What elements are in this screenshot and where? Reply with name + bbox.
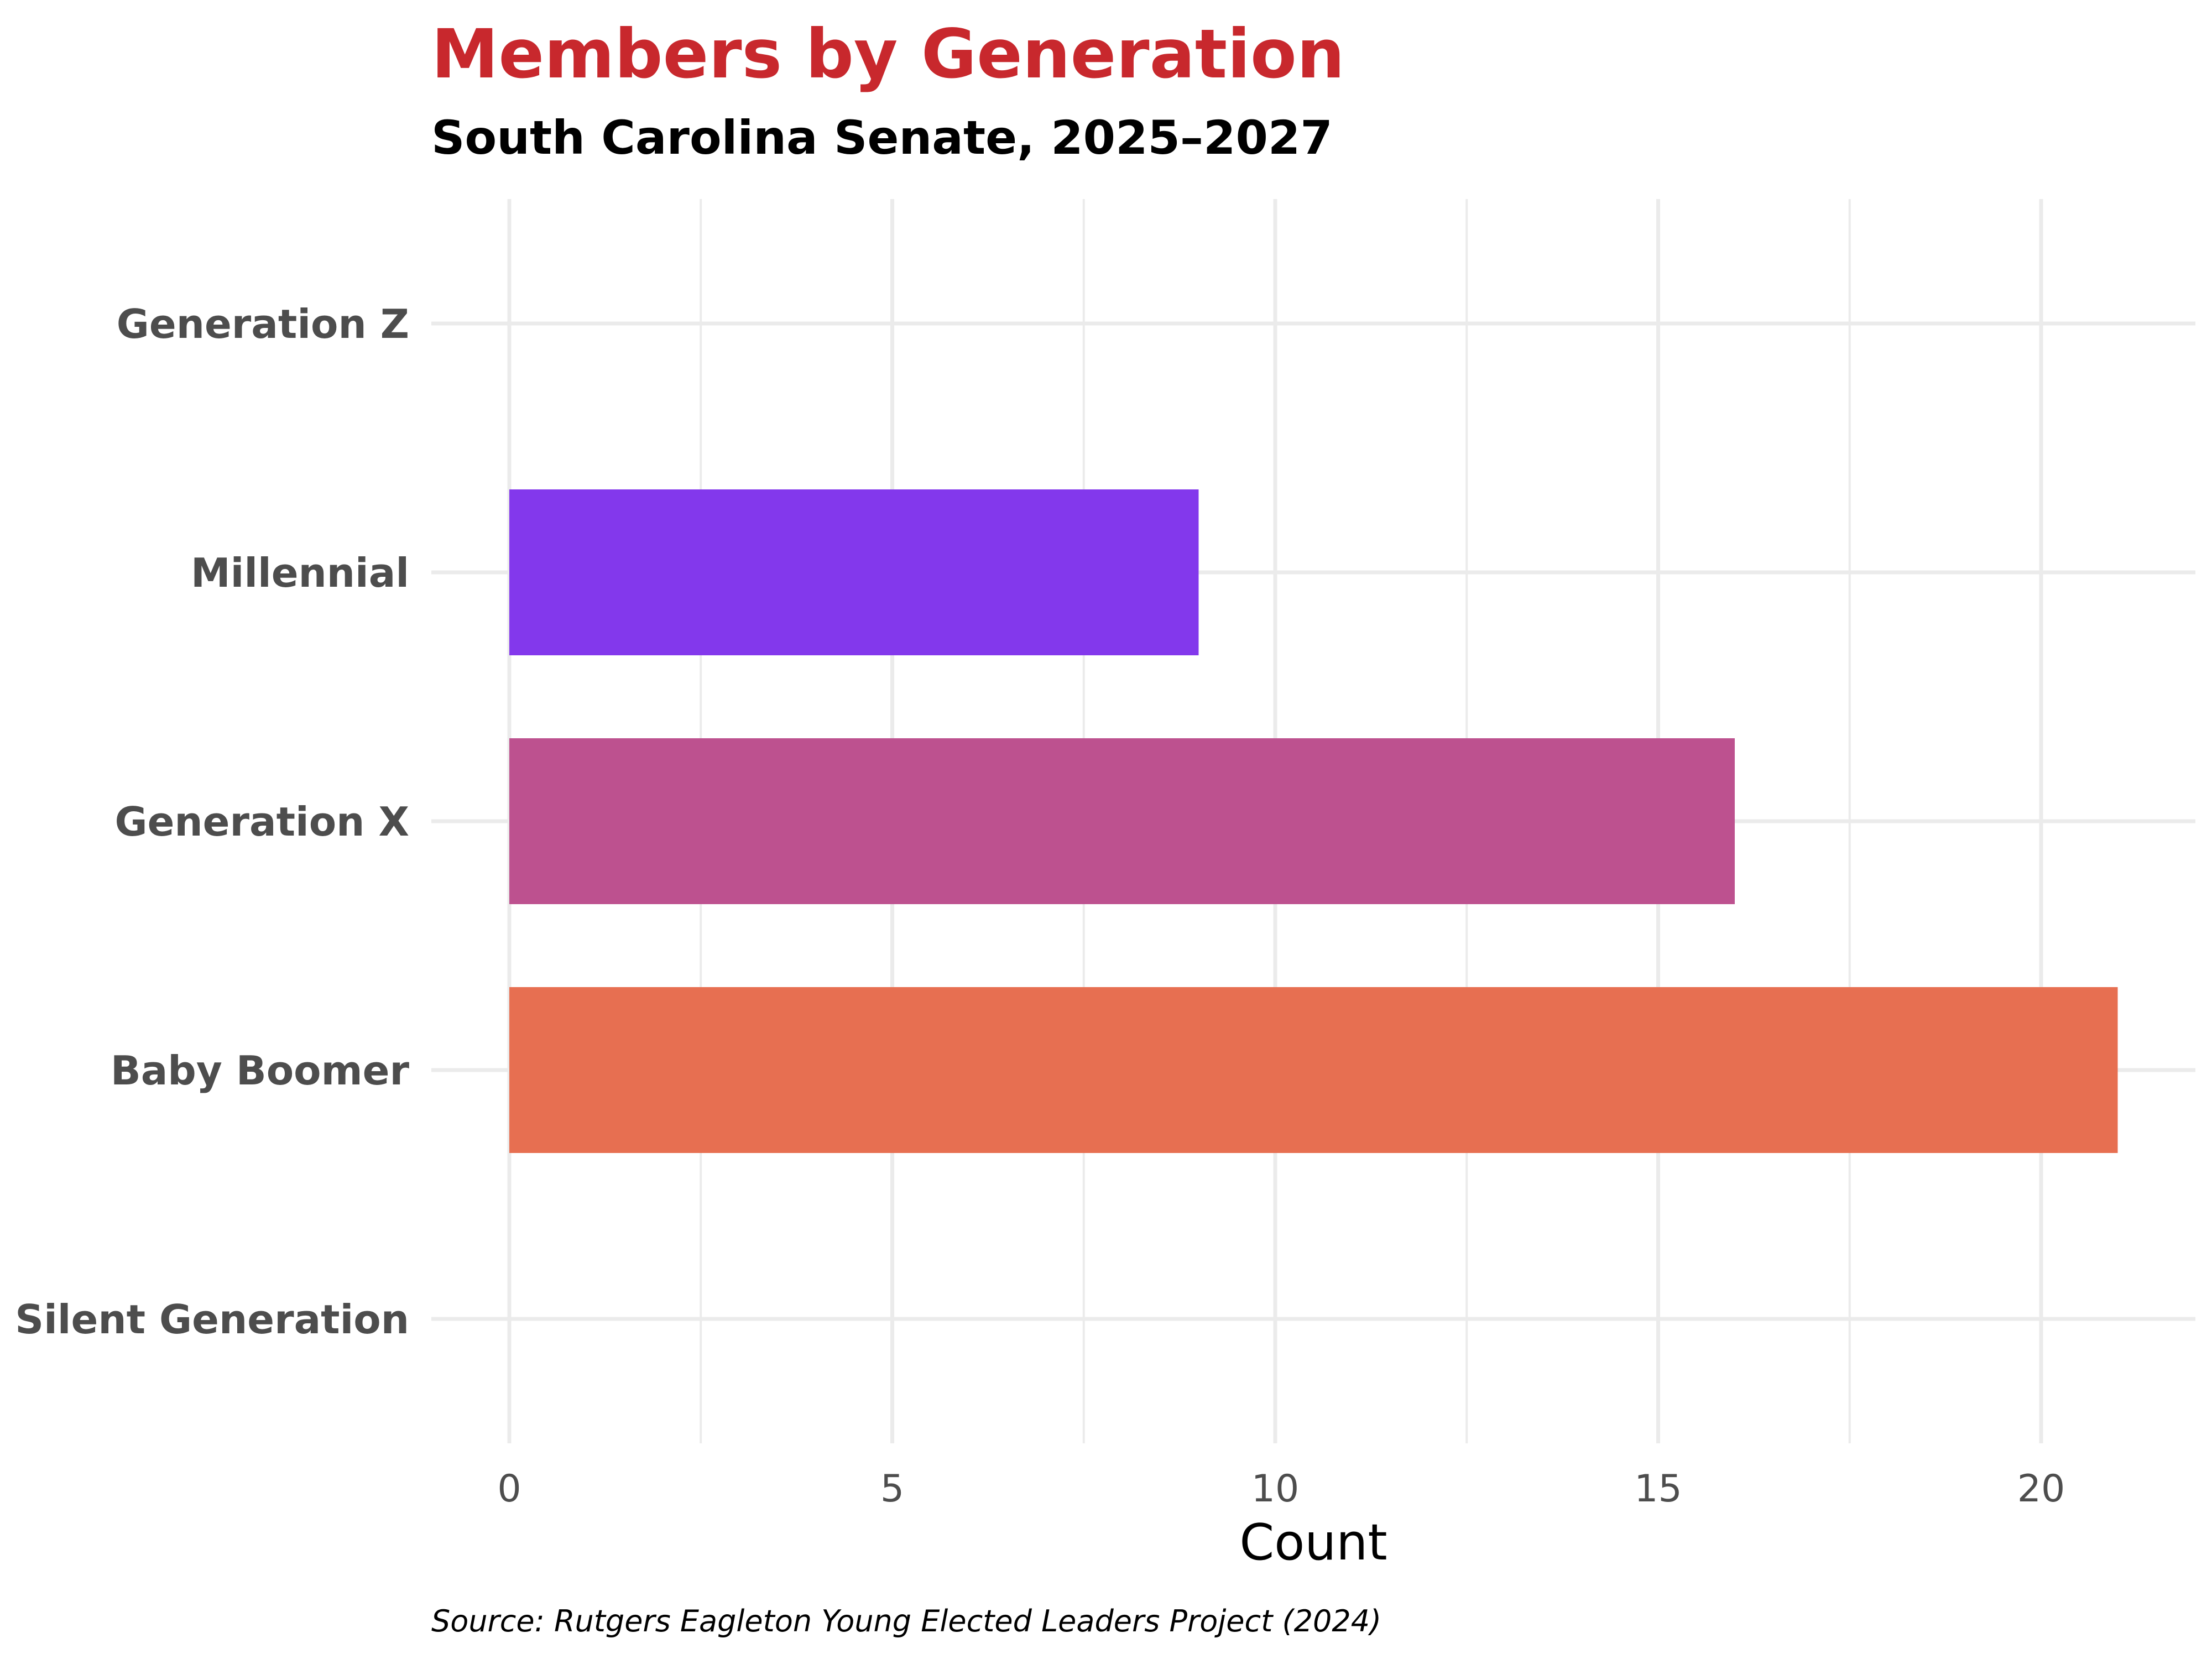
chart-subtitle: South Carolina Senate, 2025–2027: [431, 111, 1333, 165]
bar-generation-x: [509, 738, 1735, 904]
y-category-label: Silent Generation: [15, 1296, 409, 1343]
chart-caption: Source: Rutgers Eagleton Young Elected L…: [431, 1604, 1381, 1639]
bar-baby-boomer: [509, 987, 2118, 1153]
x-axis-title: Count: [1239, 1514, 1387, 1572]
labels: 0 5 10 15 20 Silent Generation Baby Boomer Gene…: [15, 301, 2065, 1511]
y-category-label: Generation X: [114, 799, 409, 845]
x-tick-label: 5: [880, 1467, 904, 1511]
y-category-label: Millennial: [191, 550, 409, 596]
chart-title: Members by Generation: [431, 15, 1345, 93]
y-category-label: Baby Boomer: [111, 1047, 410, 1094]
x-tick-label: 15: [1634, 1467, 1682, 1511]
x-tick-label: 10: [1251, 1467, 1300, 1511]
x-tick-label: 0: [497, 1467, 521, 1511]
bars: [509, 489, 2118, 1153]
x-tick-label: 20: [2017, 1467, 2065, 1511]
bar-millennial: [509, 489, 1199, 655]
y-category-label: Generation Z: [117, 301, 409, 347]
